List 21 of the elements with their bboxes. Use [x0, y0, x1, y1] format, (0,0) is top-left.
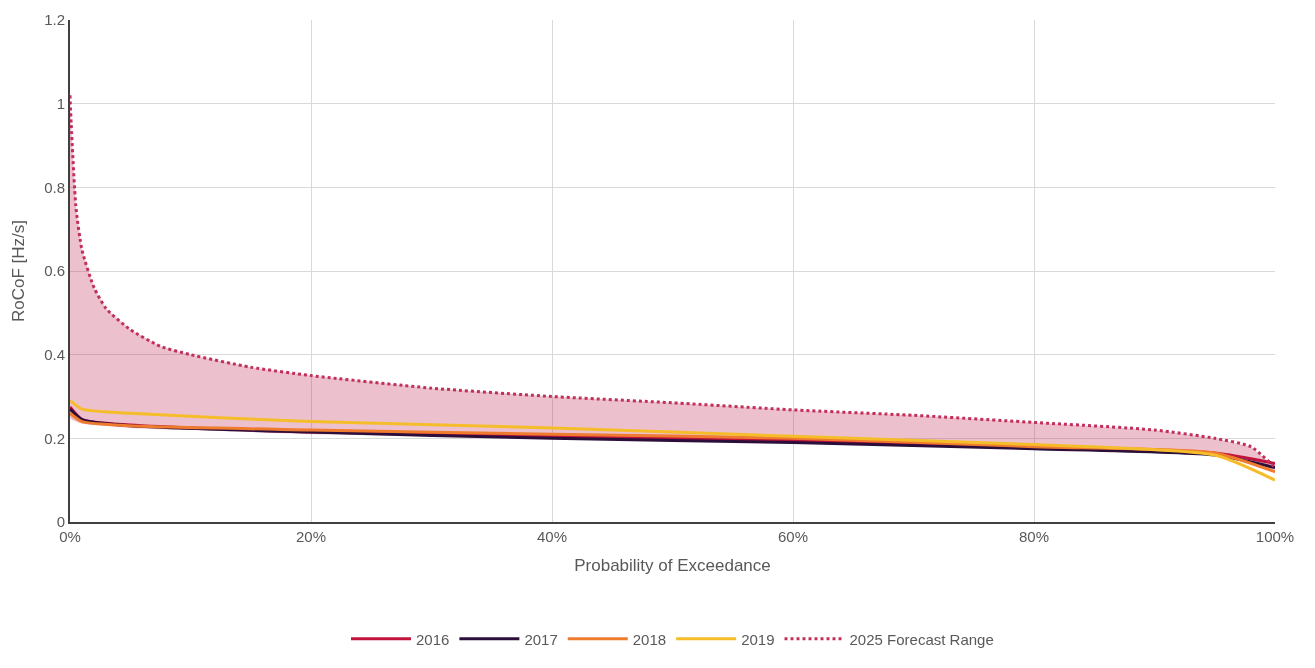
x-axis-title: Probability of Exceedance [574, 555, 771, 575]
x-tick-label: 20% [295, 528, 327, 545]
legend-label: 2016 [416, 630, 450, 648]
line-series [70, 399, 1275, 482]
x-tick-label: 80% [1018, 528, 1050, 545]
legend-label: 2017 [524, 630, 558, 648]
y-tick-label: 0.6 [44, 262, 65, 280]
y-tick-label: 0.2 [44, 429, 65, 447]
x-tick-label: 40% [536, 528, 568, 545]
x-tick-label: 60% [777, 528, 809, 545]
y-tick-label: 0 [56, 513, 65, 531]
y-tick-label: 0.8 [44, 178, 65, 196]
y-tick-label: 0.4 [44, 345, 65, 363]
y-tick-label: 1.2 [44, 11, 65, 29]
x-tick-label: 0% [59, 528, 81, 545]
legend-label: 2018 [632, 630, 667, 648]
legend-label: 2025 Forecast Range [849, 630, 994, 648]
y-axis-title: RoCoF [Hz/s] [9, 219, 29, 323]
x-tick-label: 100% [1255, 528, 1295, 545]
legend-label: 2019 [741, 630, 775, 648]
y-tick-label: 1 [56, 94, 65, 112]
